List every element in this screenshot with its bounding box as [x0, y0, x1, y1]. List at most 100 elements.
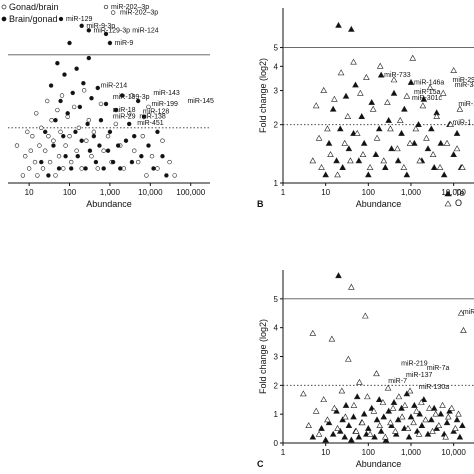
data-point	[101, 166, 106, 171]
point-annotation: miR-12	[458, 101, 474, 108]
data-point	[79, 23, 84, 28]
data-point	[32, 159, 38, 165]
x-tick-label: 1	[281, 188, 286, 197]
panel-b: 1 10 100 1,000 10,000 Abundance 1 2 3 4 5 Fold chan…	[257, 8, 474, 209]
y-tick-label: 3	[274, 87, 279, 96]
point-annotation: miR-146a	[414, 80, 444, 87]
data-point	[353, 129, 361, 136]
legend-open-circle	[1, 4, 7, 10]
x-tick-label: 10	[321, 448, 330, 457]
data-point	[146, 104, 151, 110]
data-point	[373, 134, 381, 141]
data-point	[333, 157, 340, 164]
data-point	[390, 399, 398, 405]
data-point	[447, 121, 454, 127]
data-point	[91, 129, 97, 135]
data-point	[353, 393, 361, 400]
data-point	[55, 61, 60, 66]
data-point	[23, 154, 28, 159]
data-point	[401, 401, 409, 408]
legend-label: Gonad/brain	[9, 2, 59, 12]
x-tick-label: 100,000	[176, 188, 205, 197]
data-point	[97, 143, 102, 148]
panel-label: B	[257, 199, 264, 209]
data-point	[446, 407, 453, 414]
data-point	[123, 138, 129, 143]
data-point	[30, 133, 35, 139]
legend-label: miR-129	[66, 16, 93, 23]
data-point	[369, 105, 377, 112]
data-point	[456, 105, 464, 112]
data-point	[132, 133, 137, 139]
data-point	[453, 416, 461, 423]
data-point	[44, 98, 50, 104]
data-point	[363, 73, 370, 80]
data-point	[132, 148, 137, 153]
panel-a: 10 100 1,000 10,000 100,000 Abundance miR-202–…	[1, 2, 214, 209]
x-tick-label: 10,000	[138, 188, 163, 197]
data-point	[61, 133, 66, 139]
data-point	[407, 78, 415, 85]
data-point	[73, 129, 78, 135]
data-point	[412, 125, 420, 132]
data-point	[95, 166, 100, 171]
data-point	[103, 31, 109, 37]
point-annotation: miR-138	[139, 114, 166, 121]
data-point	[335, 272, 342, 279]
data-point	[65, 111, 70, 116]
data-point	[455, 410, 462, 417]
data-point	[410, 419, 417, 426]
data-point	[39, 125, 44, 130]
point-annotation: miR-	[463, 309, 474, 316]
data-point	[98, 118, 104, 123]
data-point	[459, 164, 466, 170]
y-tick-label: 5	[274, 295, 279, 304]
data-point	[320, 86, 328, 93]
data-point	[51, 138, 56, 143]
data-point	[356, 378, 363, 385]
data-point	[129, 93, 135, 98]
data-point	[67, 40, 72, 46]
data-point	[416, 410, 424, 417]
data-point	[385, 407, 392, 414]
data-point	[74, 66, 79, 71]
data-point	[305, 422, 312, 429]
legend-label: O	[455, 198, 462, 208]
data-point	[428, 416, 435, 423]
data-point	[167, 159, 172, 165]
data-point	[456, 433, 464, 440]
data-point	[347, 157, 354, 164]
x-axis-label: Abundance	[356, 459, 402, 469]
data-point	[135, 159, 141, 165]
data-point	[357, 89, 364, 96]
data-point	[352, 81, 359, 88]
data-point	[398, 404, 405, 411]
data-point	[358, 113, 366, 119]
panel-label: C	[257, 459, 264, 469]
point-annotation: miR-129-3p	[93, 27, 130, 34]
data-point	[439, 89, 447, 96]
data-point	[457, 309, 465, 316]
data-point	[437, 410, 445, 417]
data-point	[56, 154, 62, 159]
data-point	[409, 54, 417, 61]
data-point	[315, 430, 323, 437]
point-annotation: miR-7	[388, 378, 407, 385]
x-tick-label: 100	[63, 188, 77, 197]
data-point	[62, 72, 67, 77]
data-point	[403, 171, 411, 178]
legend-filled-triangle	[444, 190, 452, 197]
data-point	[411, 401, 418, 408]
data-point	[146, 143, 151, 148]
data-point	[58, 129, 63, 135]
data-point	[333, 407, 340, 414]
data-point	[312, 407, 320, 414]
data-point	[372, 151, 380, 157]
data-point	[345, 355, 352, 362]
point-annotation: miR-29	[113, 114, 136, 121]
y-tick-label: 2	[274, 121, 279, 130]
data-point	[359, 151, 367, 157]
x-tick-label: 100	[362, 448, 376, 457]
data-point	[103, 101, 109, 107]
data-point	[126, 111, 132, 116]
